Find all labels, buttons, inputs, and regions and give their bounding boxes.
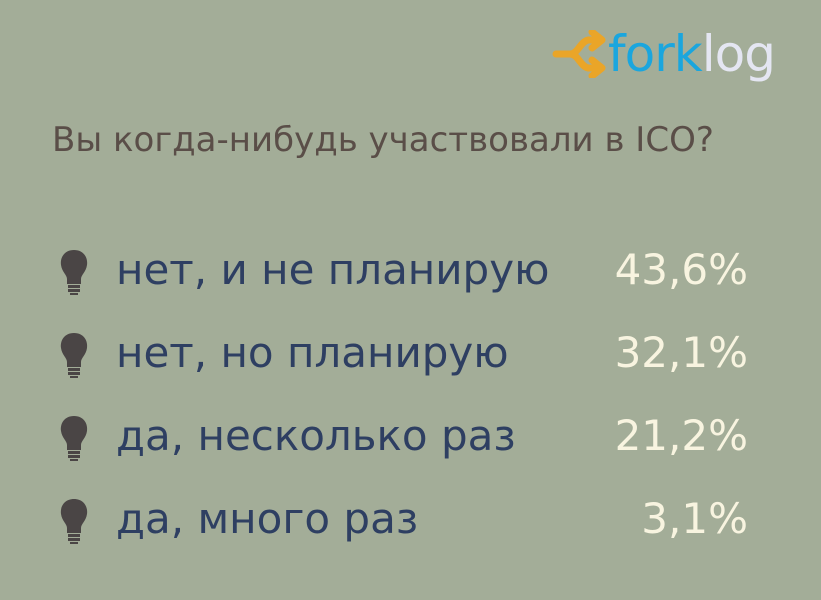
logo-text-log: log bbox=[701, 25, 776, 83]
result-row: да, несколько раз 21,2% bbox=[58, 406, 748, 466]
answer-label: да, много раз bbox=[116, 494, 419, 543]
lightbulb-icon bbox=[60, 333, 88, 378]
answer-percentage: 3,1% bbox=[641, 494, 748, 543]
lightbulb-icon bbox=[60, 416, 88, 461]
answer-percentage: 43,6% bbox=[614, 245, 748, 294]
answer-label: да, несколько раз bbox=[116, 411, 516, 460]
answer-percentage: 32,1% bbox=[614, 328, 748, 377]
lightbulb-icon bbox=[60, 250, 88, 295]
fork-arrow-icon bbox=[552, 30, 606, 78]
logo-text-fork: fork bbox=[608, 25, 703, 83]
result-row: нет, и не планирую 43,6% bbox=[58, 240, 748, 300]
answer-label: нет, и не планирую bbox=[116, 245, 550, 294]
forklog-logo: fork log bbox=[552, 24, 776, 84]
result-row: нет, но планирую 32,1% bbox=[58, 323, 748, 383]
result-row: да, много раз 3,1% bbox=[58, 489, 748, 549]
answer-label: нет, но планирую bbox=[116, 328, 509, 377]
answer-percentage: 21,2% bbox=[614, 411, 748, 460]
survey-question: Вы когда-нибудь участвовали в ICO? bbox=[52, 120, 714, 160]
lightbulb-icon bbox=[60, 499, 88, 544]
